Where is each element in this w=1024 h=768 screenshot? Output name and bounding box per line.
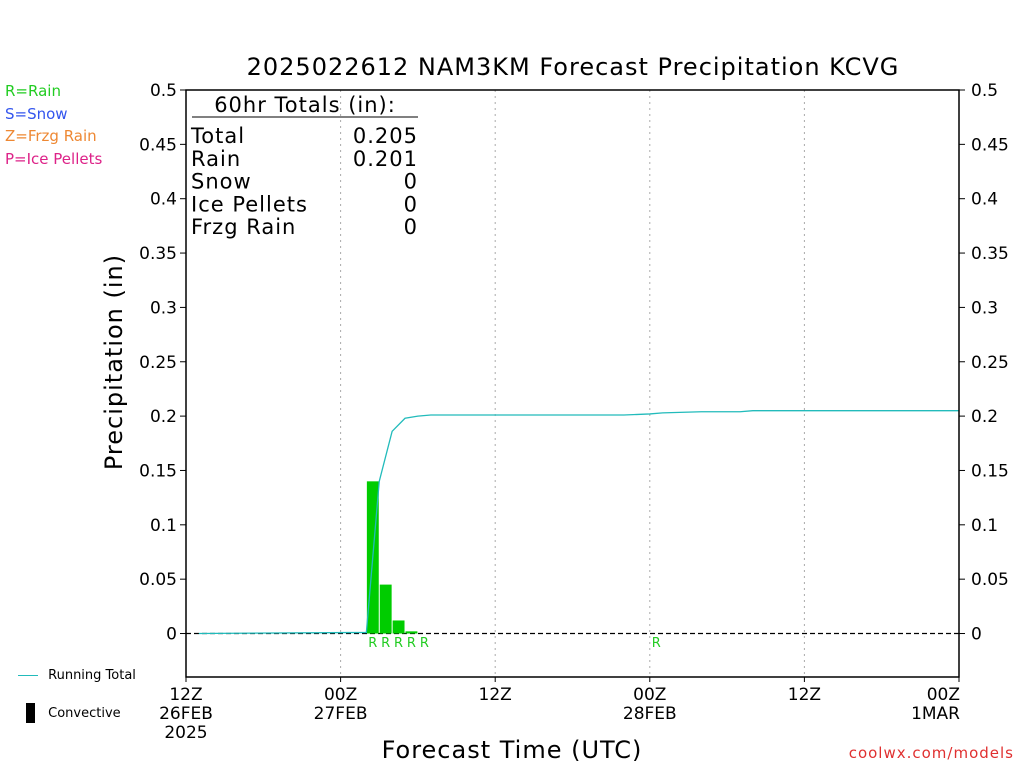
y-tick-label-left: 0.3 bbox=[150, 298, 177, 318]
y-tick-label-right: 0 bbox=[971, 625, 982, 645]
credit-link[interactable]: coolwx.com/models bbox=[848, 744, 1014, 762]
y-tick-label-right: 0.1 bbox=[971, 516, 998, 536]
x-tick-label: 12Z bbox=[169, 685, 202, 705]
running-total-line bbox=[198, 410, 959, 635]
totals-row-value: 0.205 bbox=[353, 124, 418, 148]
y-tick-label-right: 0.05 bbox=[971, 570, 1009, 590]
running-total-label: Running Total bbox=[48, 668, 136, 683]
totals-row-value: 0 bbox=[404, 192, 418, 216]
totals-row-label: Rain bbox=[191, 147, 241, 171]
totals-row-value: 0.201 bbox=[353, 147, 418, 171]
y-axis-label: Precipitation (in) bbox=[100, 254, 128, 470]
precip-type-marker: R bbox=[381, 636, 390, 651]
convective-swatch bbox=[26, 703, 35, 723]
y-tick-label-right: 0.2 bbox=[971, 407, 998, 427]
precip-type-marker: R bbox=[652, 636, 661, 651]
x-tick-label: 26FEB bbox=[159, 704, 213, 724]
x-tick-label: 12Z bbox=[479, 685, 512, 705]
convective-legend: Convective bbox=[18, 703, 121, 723]
y-tick-label-left: 0.1 bbox=[150, 516, 177, 536]
y-tick-label-left: 0 bbox=[166, 625, 177, 645]
totals-row-label: Total bbox=[190, 124, 245, 148]
precip-type-marker: R bbox=[394, 636, 403, 651]
x-axis-label: Forecast Time (UTC) bbox=[382, 736, 643, 764]
precip-bar bbox=[379, 584, 392, 634]
y-tick-label-right: 0.45 bbox=[971, 135, 1009, 155]
precip-type-legend-item: P=Ice Pellets bbox=[5, 149, 103, 168]
x-tick-label: 00Z bbox=[927, 685, 960, 705]
convective-label: Convective bbox=[48, 705, 121, 721]
totals-header: 60hr Totals (in): bbox=[214, 93, 396, 117]
precip-type-legend-item: S=Snow bbox=[5, 104, 68, 123]
precip-type-legend-item: R=Rain bbox=[5, 82, 61, 100]
y-tick-label-left: 0.05 bbox=[139, 570, 177, 590]
precip-bar bbox=[405, 631, 418, 634]
y-tick-label-right: 0.3 bbox=[971, 298, 998, 318]
y-tick-label-left: 0.35 bbox=[139, 244, 177, 264]
totals-row-label: Snow bbox=[191, 170, 252, 194]
running-total-legend: Running Total bbox=[18, 668, 136, 683]
y-tick-label-left: 0.2 bbox=[150, 407, 177, 427]
chart-title: 2025022612 NAM3KM Forecast Precipitation… bbox=[247, 53, 900, 81]
y-tick-label-left: 0.4 bbox=[150, 190, 177, 210]
x-tick-label: 27FEB bbox=[314, 704, 368, 724]
running-total-swatch bbox=[18, 675, 38, 676]
y-tick-label-right: 0.4 bbox=[971, 190, 998, 210]
x-tick-label: 00Z bbox=[324, 685, 357, 705]
totals-row-value: 0 bbox=[404, 215, 418, 239]
y-tick-label-right: 0.5 bbox=[971, 81, 998, 101]
x-tick-label: 12Z bbox=[788, 685, 821, 705]
y-tick-label-right: 0.35 bbox=[971, 244, 1009, 264]
x-tick-label: 00Z bbox=[633, 685, 666, 705]
x-tick-label: 1MAR bbox=[911, 704, 960, 724]
x-tick-label: 2025 bbox=[164, 723, 207, 743]
precip-type-legend-item: Z=Frzg Rain bbox=[5, 127, 97, 145]
precip-type-marker: R bbox=[420, 636, 429, 651]
y-tick-label-left: 0.15 bbox=[139, 461, 177, 481]
precip-type-marker: R bbox=[407, 636, 416, 651]
y-tick-label-left: 0.25 bbox=[139, 353, 177, 373]
y-tick-label-right: 0.15 bbox=[971, 461, 1009, 481]
x-tick-label: 28FEB bbox=[623, 704, 677, 724]
y-tick-label-left: 0.5 bbox=[150, 81, 177, 101]
totals-row-label: Ice Pellets bbox=[191, 192, 308, 216]
totals-row-label: Frzg Rain bbox=[191, 215, 296, 239]
y-tick-label-left: 0.45 bbox=[139, 135, 177, 155]
totals-row-value: 0 bbox=[404, 170, 418, 194]
plot-frame bbox=[185, 89, 960, 678]
precip-bar bbox=[392, 620, 405, 634]
y-tick-label-right: 0.25 bbox=[971, 353, 1009, 373]
precip-type-marker: R bbox=[368, 636, 377, 651]
